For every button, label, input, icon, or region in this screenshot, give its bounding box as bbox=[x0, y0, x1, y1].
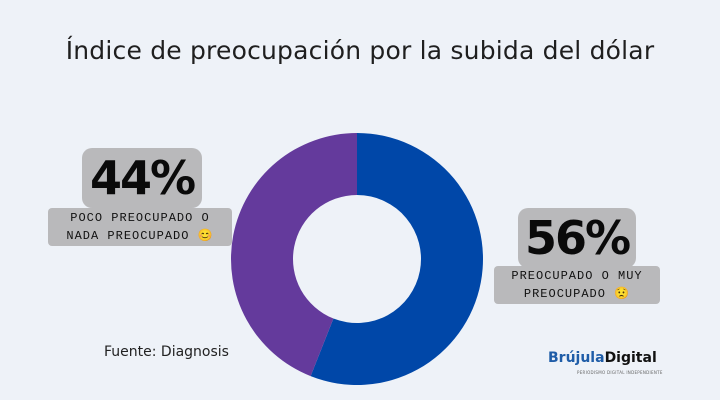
caption-low-text: POCO PREOCUPADO O NADA PREOCUPADO bbox=[66, 211, 210, 243]
caption-high-text: PREOCUPADO O MUY PREOCUPADO bbox=[511, 269, 643, 301]
caption-low: POCO PREOCUPADO O NADA PREOCUPADO 😊 bbox=[48, 208, 232, 246]
percent-label-high: 56% bbox=[518, 208, 636, 268]
brand-logo: BrújulaDigital bbox=[548, 350, 657, 366]
donut-slice-0 bbox=[310, 133, 484, 385]
brand-name-accent: Digital bbox=[604, 350, 657, 366]
brand-name-main: Brújula bbox=[548, 350, 605, 366]
worried-emoji-icon: 😟 bbox=[614, 287, 631, 301]
donut-slice-1 bbox=[231, 133, 357, 377]
brand-tagline: PERIODISMO DIGITAL INDEPENDIENTE bbox=[577, 370, 663, 375]
caption-high: PREOCUPADO O MUY PREOCUPADO 😟 bbox=[494, 266, 660, 304]
percent-label-low: 44% bbox=[82, 148, 202, 208]
chart-title: Índice de preocupación por la subida del… bbox=[65, 36, 655, 65]
smile-emoji-icon: 😊 bbox=[197, 229, 214, 243]
source-note: Fuente: Diagnosis bbox=[104, 344, 229, 360]
